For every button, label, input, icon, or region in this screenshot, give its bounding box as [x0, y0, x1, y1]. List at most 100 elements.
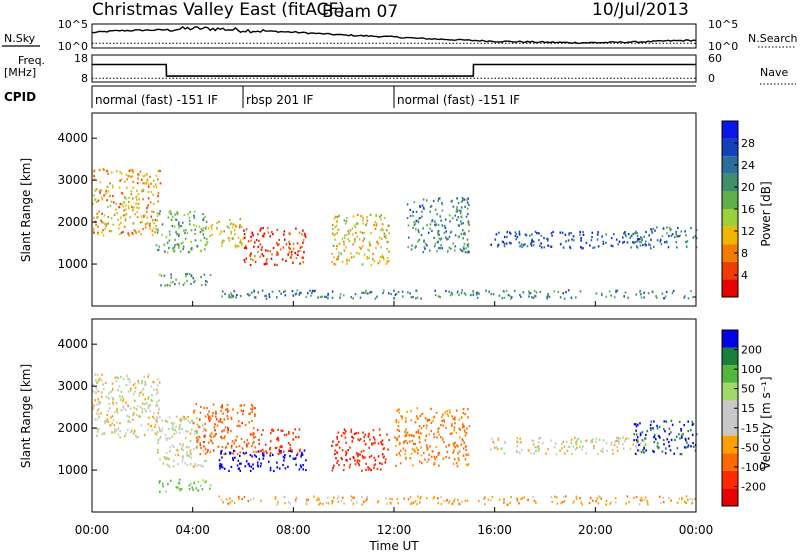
scatter-point	[120, 216, 122, 219]
scatter-point	[361, 455, 364, 458]
scatter-point	[484, 503, 486, 506]
scatter-point	[220, 463, 223, 466]
scatter-point	[377, 242, 379, 245]
scatter-point	[367, 435, 370, 438]
scatter-point	[433, 495, 435, 498]
scatter-point	[370, 469, 372, 472]
scatter-point	[412, 295, 414, 299]
scatter-point	[202, 229, 205, 232]
scatter-point	[367, 466, 369, 469]
scatter-point	[109, 182, 111, 185]
scatter-point	[116, 421, 118, 424]
colorbar-swatch	[722, 453, 738, 471]
scatter-point	[635, 245, 638, 248]
scatter-point	[122, 398, 125, 401]
scatter-point	[130, 193, 133, 196]
scatter-point	[149, 227, 151, 230]
scatter-point	[633, 496, 635, 499]
scatter-point	[437, 231, 439, 234]
scatter-point	[642, 449, 644, 452]
scatter-point	[255, 238, 258, 242]
scatter-point	[440, 423, 442, 427]
scatter-point	[226, 225, 229, 228]
scatter-point	[463, 441, 466, 444]
scatter-point	[354, 459, 356, 462]
scatter-point	[534, 446, 536, 449]
scatter-point	[356, 251, 358, 254]
scatter-point	[220, 409, 222, 413]
scatter-point	[187, 415, 189, 419]
scatter-point	[219, 233, 221, 236]
scatter-point	[111, 382, 114, 385]
scatter-point	[456, 290, 459, 293]
scatter-point	[140, 424, 143, 427]
scatter-point	[412, 501, 415, 504]
scatter-point	[423, 452, 425, 455]
scatter-point	[275, 446, 278, 449]
scatter-point	[122, 377, 125, 381]
scatter-point	[388, 438, 390, 442]
scatter-point	[468, 203, 470, 206]
scatter-point	[331, 296, 334, 299]
scatter-point	[141, 190, 143, 193]
scatter-point	[298, 231, 301, 234]
scatter-point	[668, 497, 670, 500]
scatter-point	[653, 450, 655, 453]
scatter-point	[117, 427, 120, 430]
scatter-point	[94, 385, 97, 388]
scatter-point	[260, 228, 262, 231]
scatter-point	[653, 441, 656, 444]
scatter-point	[488, 290, 490, 293]
scatter-point	[563, 445, 566, 448]
scatter-point	[210, 435, 212, 438]
scatter-point	[569, 247, 572, 250]
scatter-point	[269, 466, 272, 469]
scatter-point	[419, 205, 422, 208]
scatter-point	[503, 290, 505, 293]
scatter-point	[388, 260, 390, 263]
scatter-point	[605, 499, 608, 502]
scatter-point	[263, 232, 266, 235]
scatter-point	[366, 255, 368, 259]
scatter-point	[307, 498, 310, 501]
scatter-point	[683, 424, 685, 427]
scatter-point	[681, 498, 683, 501]
scatter-point	[291, 449, 293, 452]
scatter-point	[115, 380, 118, 383]
scatter-point	[422, 206, 425, 209]
scatter-point	[98, 168, 101, 171]
scatter-point	[276, 296, 278, 299]
scatter-point	[434, 220, 436, 223]
cpid-segments: normal (fast) -151 IF rbsp 201 IF normal (…	[91, 86, 520, 108]
scatter-point	[271, 453, 274, 456]
scatter-point	[649, 244, 652, 247]
scatter-point	[554, 442, 557, 445]
scatter-point	[461, 250, 464, 253]
scatter-point	[294, 251, 296, 255]
scatter-point	[673, 452, 675, 455]
scatter-point	[674, 438, 676, 442]
scatter-point	[135, 408, 138, 411]
scatter-point	[114, 376, 117, 379]
scatter-point	[358, 459, 361, 462]
scatter-point	[146, 178, 149, 181]
scatter-point	[363, 253, 366, 256]
scatter-point	[457, 202, 460, 205]
scatter-point	[234, 244, 237, 247]
scatter-point	[184, 281, 186, 285]
scatter-point	[654, 229, 656, 232]
scatter-point	[652, 227, 655, 230]
scatter-point	[358, 252, 360, 255]
scatter-point	[97, 430, 99, 433]
scatter-point	[394, 436, 396, 439]
scatter-point	[357, 431, 360, 435]
scatter-point	[524, 243, 526, 246]
scatter-point	[147, 375, 149, 379]
scatter-point	[551, 234, 553, 237]
scatter-point	[372, 436, 375, 439]
scatter-point	[593, 446, 595, 450]
scatter-point	[413, 221, 415, 224]
scatter-point	[409, 496, 412, 499]
scatter-point	[259, 243, 262, 246]
scatter-point	[658, 425, 661, 429]
